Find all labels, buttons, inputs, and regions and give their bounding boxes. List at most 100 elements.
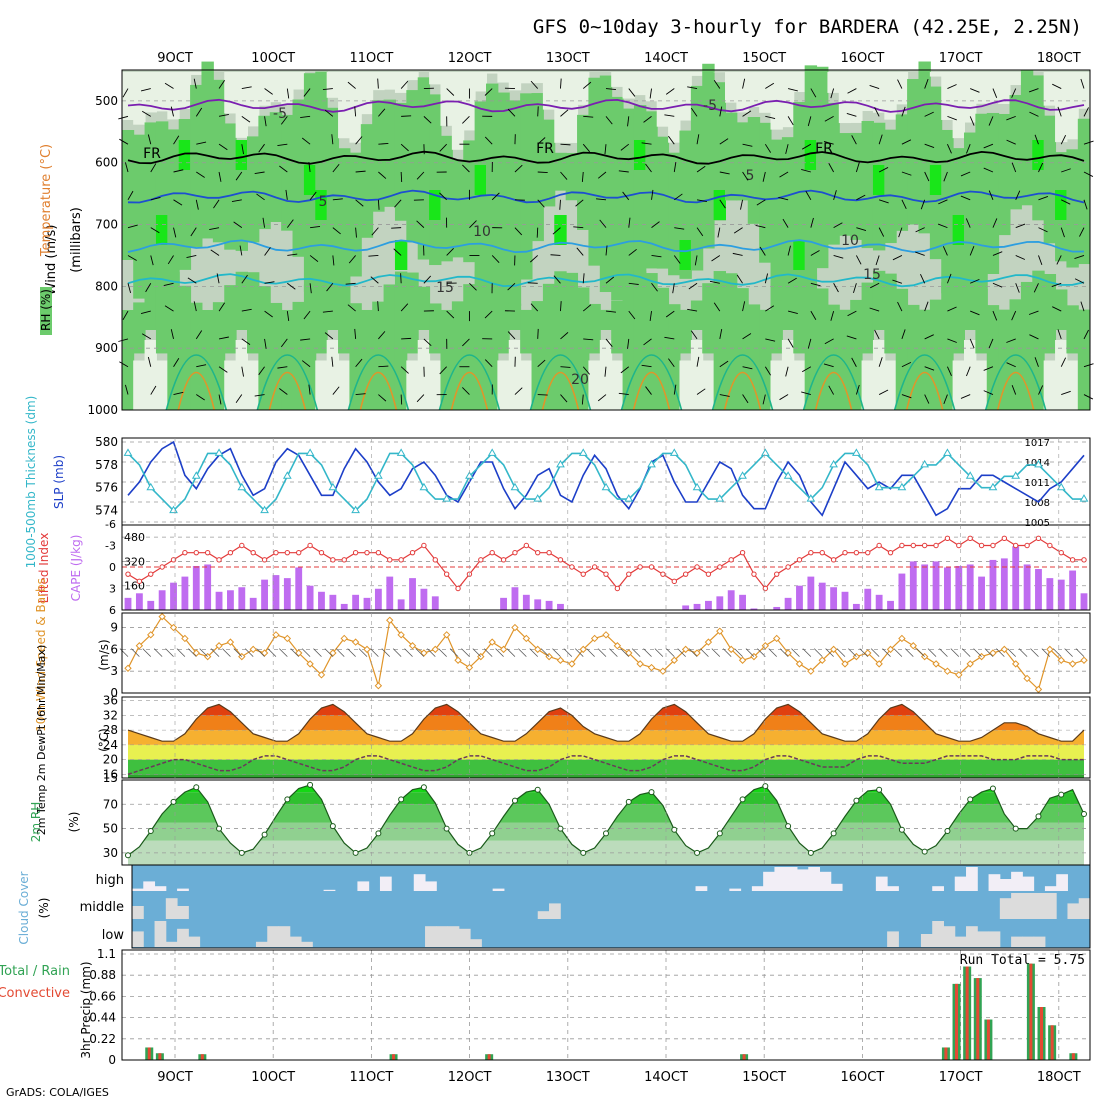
rh-legend-swatch bbox=[40, 287, 52, 335]
rh-cell bbox=[497, 287, 510, 354]
rh-cell bbox=[884, 129, 897, 244]
rh-cell bbox=[895, 288, 909, 410]
rh-cell bbox=[224, 123, 237, 250]
wind-barb bbox=[300, 338, 311, 341]
wind-barb bbox=[264, 310, 273, 318]
li-marker bbox=[808, 549, 814, 556]
wind-barb bbox=[170, 329, 174, 340]
rh-cell bbox=[1020, 281, 1034, 410]
wind10-barb bbox=[427, 648, 436, 657]
wind10-barb bbox=[358, 648, 368, 657]
wind-barb bbox=[355, 227, 357, 238]
rh-cell bbox=[190, 72, 203, 75]
rh-cell bbox=[144, 72, 157, 113]
wind-barb bbox=[439, 192, 447, 201]
rh-cell bbox=[167, 72, 180, 120]
wind-barb bbox=[393, 248, 402, 256]
thickness-marker bbox=[965, 471, 975, 479]
wind-barb bbox=[537, 106, 539, 117]
wind10-marker bbox=[192, 649, 200, 657]
wind-barb bbox=[810, 310, 817, 320]
rh-cell bbox=[861, 282, 874, 354]
cape-bar bbox=[386, 576, 394, 610]
rh-cell bbox=[759, 122, 772, 263]
wind-barb bbox=[992, 310, 998, 321]
wind10-marker bbox=[590, 634, 599, 643]
temp-ytick: 15 bbox=[103, 771, 118, 785]
wind-barb bbox=[696, 388, 706, 395]
temp-band bbox=[128, 774, 1084, 778]
wind-barb bbox=[618, 170, 629, 173]
rh-cell bbox=[508, 72, 522, 91]
wind-barb bbox=[983, 143, 994, 149]
rh-cell bbox=[690, 72, 704, 76]
li-line bbox=[127, 537, 1084, 590]
thickness-marker bbox=[510, 482, 520, 491]
rh-cell bbox=[838, 72, 852, 124]
cloud-unit: (%) bbox=[37, 898, 51, 919]
wind-barb bbox=[145, 283, 152, 293]
cloud-cell bbox=[1067, 903, 1080, 919]
wind-barb bbox=[1028, 310, 1039, 315]
x-tick-top: 13OCT bbox=[546, 51, 590, 66]
wind-barb bbox=[878, 357, 883, 367]
wind10-barb bbox=[597, 648, 607, 657]
cape-bar bbox=[363, 597, 371, 610]
wind-barb bbox=[233, 221, 243, 229]
wind-barb bbox=[627, 116, 630, 127]
wind10-barb bbox=[483, 648, 493, 657]
wind-barb bbox=[355, 199, 364, 207]
cape-bar bbox=[557, 603, 564, 610]
wind10-barb bbox=[1075, 648, 1085, 657]
wind10-barb bbox=[165, 648, 174, 657]
cloud-cell bbox=[132, 906, 144, 919]
wind-barb bbox=[742, 110, 752, 117]
wind-barb bbox=[901, 361, 912, 368]
wind-barb bbox=[193, 301, 197, 312]
wind-barb bbox=[439, 143, 447, 152]
wind10-barb bbox=[119, 648, 129, 657]
wind-barb bbox=[901, 139, 912, 145]
rh-cell bbox=[201, 61, 214, 239]
wind-barb bbox=[347, 304, 356, 312]
li-marker bbox=[762, 585, 769, 592]
rh-cell bbox=[520, 93, 533, 280]
wind10-barb bbox=[927, 648, 937, 657]
wind-barb bbox=[620, 143, 630, 151]
precip-conv-bar bbox=[976, 978, 980, 1060]
slp-left-label: 1000-500mb Thickness (dm) bbox=[24, 396, 38, 569]
wind-barb bbox=[628, 217, 631, 228]
wind-barb bbox=[597, 171, 607, 179]
wind-barb bbox=[1080, 301, 1085, 312]
rh-cell bbox=[429, 360, 442, 410]
wind-barb bbox=[983, 390, 994, 395]
cape-bar bbox=[898, 573, 906, 610]
wind-barb bbox=[127, 283, 132, 294]
thickness-marker bbox=[852, 448, 861, 456]
precip-conv-bar bbox=[965, 966, 969, 1060]
cloud-cell bbox=[255, 941, 268, 947]
contour-label: -5 bbox=[273, 106, 287, 122]
wind-barb bbox=[947, 273, 952, 284]
rh-cell bbox=[884, 273, 897, 354]
wind-barb bbox=[897, 79, 903, 89]
wind-barb bbox=[122, 310, 129, 320]
cloud-cell bbox=[887, 931, 899, 947]
rh-bands bbox=[128, 784, 1084, 865]
rh-cell bbox=[827, 72, 840, 93]
wind10-marker bbox=[670, 656, 678, 664]
wind-barb bbox=[1060, 357, 1067, 367]
li-marker bbox=[660, 571, 666, 577]
li-marker bbox=[500, 557, 507, 563]
cloud-cell bbox=[413, 874, 426, 891]
rh-cell bbox=[884, 72, 897, 120]
wind-barb bbox=[560, 394, 568, 403]
wind-barb bbox=[581, 394, 584, 405]
rh-cell bbox=[679, 360, 692, 410]
isotherm-25 bbox=[450, 372, 489, 411]
wind-barb bbox=[279, 388, 288, 395]
rh-cell bbox=[611, 300, 624, 354]
wind-barb bbox=[764, 143, 772, 153]
rh-cell bbox=[861, 72, 874, 111]
rh-cell bbox=[816, 66, 829, 269]
